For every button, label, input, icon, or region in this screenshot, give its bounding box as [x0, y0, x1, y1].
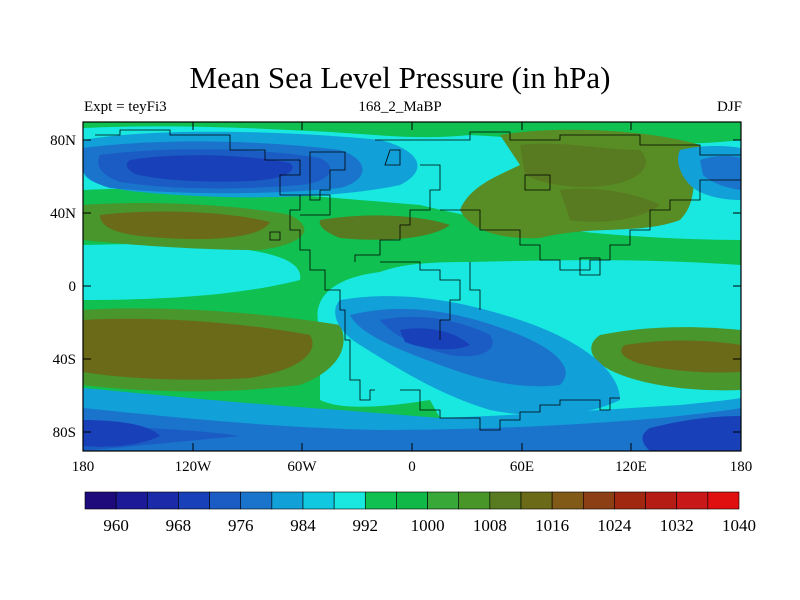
lat-tick-80N: 80N [50, 133, 76, 149]
colorbar-labels: 960 968 976 984 992 1000 1008 1016 1024 1032 1040 [103, 516, 756, 535]
colorbar-bin [209, 491, 242, 510]
lon-tick-60W: 60W [287, 459, 317, 475]
colorbar-label: 992 [353, 516, 379, 535]
colorbar-bin [707, 491, 740, 510]
latitude-axis: 80N 40N 0 40S 80S [50, 133, 741, 441]
colorbar-label: 968 [166, 516, 192, 535]
lon-tick-0: 0 [408, 459, 416, 475]
colorbar-bin [240, 491, 273, 510]
lat-tick-40N: 40N [50, 206, 76, 222]
colorbar-bin [645, 491, 678, 510]
colorbar-bin [582, 491, 615, 510]
pressure-field [83, 122, 741, 451]
colorbar-label: 1008 [473, 516, 507, 535]
colorbar-label: 1016 [535, 516, 569, 535]
colorbar-label: 1000 [411, 516, 445, 535]
colorbar-label: 960 [103, 516, 129, 535]
lon-tick-180-east: 180 [730, 459, 753, 475]
colorbar-label: 1024 [597, 516, 632, 535]
lat-tick-40S: 40S [53, 352, 76, 368]
colorbar-bin [178, 491, 210, 510]
season-label: DJF [716, 99, 742, 115]
colorbar-bin [551, 491, 584, 510]
lat-tick-80S: 80S [53, 425, 76, 441]
colorbar [84, 491, 740, 510]
lon-tick-120W: 120W [175, 459, 213, 475]
colorbar-bin [333, 491, 366, 510]
colorbar-label: 1032 [660, 516, 694, 535]
colorbar-bin [676, 491, 709, 510]
colorbar-bin [115, 491, 148, 510]
coastlines [95, 129, 741, 431]
colorbar-bin [146, 491, 179, 510]
colorbar-bin [302, 491, 335, 510]
colorbar-bin [458, 491, 491, 510]
colorbar-bin [84, 491, 117, 510]
colorbar-bin [520, 491, 553, 510]
colorbar-bin [489, 491, 522, 510]
colorbar-bin [396, 491, 428, 510]
colorbar-bin [614, 491, 646, 510]
colorbar-bin [271, 491, 304, 510]
colorbar-bin [427, 491, 460, 510]
lon-tick-60E: 60E [510, 459, 534, 475]
colorbar-label: 976 [228, 516, 254, 535]
colorbar-bin [364, 491, 397, 510]
lat-tick-0: 0 [69, 279, 77, 295]
colorbar-label: 1040 [722, 516, 756, 535]
colorbar-label: 984 [290, 516, 316, 535]
longitude-axis: 180 120W 60W 0 60E 120E 180 [72, 122, 753, 475]
lon-tick-120E: 120E [615, 459, 647, 475]
experiment-label: Expt = teyFi3 [84, 99, 167, 115]
plot-title: Mean Sea Level Pressure (in hPa) [189, 60, 611, 95]
experiment-period: 168_2_MaBP [358, 99, 442, 115]
lon-tick-180-west: 180 [72, 459, 95, 475]
